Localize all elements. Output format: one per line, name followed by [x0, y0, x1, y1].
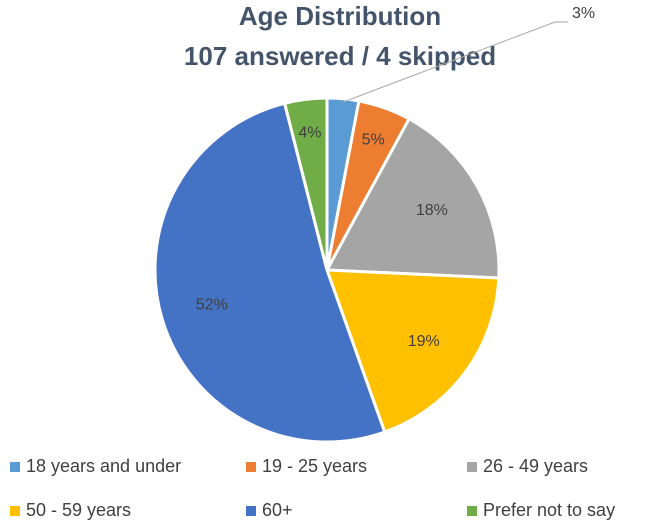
- legend-label: 60+: [262, 500, 293, 520]
- chart-subtitle: 107 answered / 4 skipped: [184, 41, 496, 71]
- legend-marker: [10, 506, 20, 516]
- data-label: 52%: [196, 296, 228, 313]
- legend-label: 19 - 25 years: [262, 456, 367, 476]
- legend-label: 18 years and under: [26, 456, 181, 476]
- data-label: 3%: [572, 5, 595, 22]
- legend-marker: [467, 462, 477, 472]
- data-label: 18%: [416, 202, 448, 219]
- data-label: 5%: [362, 132, 385, 149]
- pie-slice: [282, 96, 329, 271]
- chart-title: Age Distribution: [239, 1, 441, 31]
- pie-slice: [153, 101, 387, 444]
- data-label: 19%: [408, 333, 440, 350]
- legend-marker: [246, 462, 256, 472]
- legend-marker: [467, 506, 477, 516]
- pie-slice: [324, 116, 501, 280]
- legend-marker: [10, 462, 20, 472]
- legend-label: 50 - 59 years: [26, 500, 131, 520]
- leader-line: [342, 21, 568, 103]
- data-label: 4%: [298, 125, 321, 142]
- legend-label: Prefer not to say: [483, 500, 615, 520]
- legend-marker: [246, 506, 256, 516]
- legend-label: 26 - 49 years: [483, 456, 588, 476]
- pie-slice: [324, 268, 501, 434]
